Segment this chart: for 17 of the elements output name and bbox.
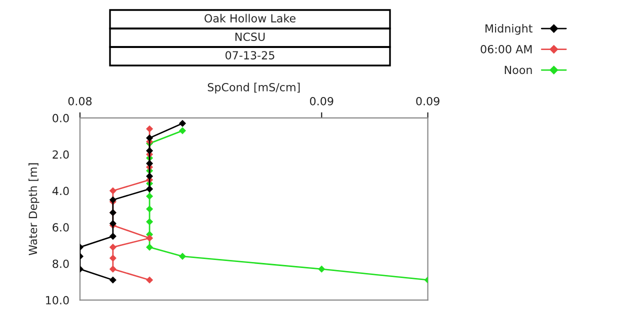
y-tick-label: 10.0	[46, 296, 69, 304]
y-axis-title: Water Depth [m]	[28, 163, 40, 256]
chart-subtitle: NCSU	[235, 32, 265, 41]
x-axis-title: SpCond [mS/cm]	[208, 82, 300, 94]
y-tick-label: 8.0	[52, 260, 69, 268]
x-tick-label: 0.08	[68, 96, 92, 106]
y-tick-label: 2.0	[52, 150, 69, 159]
y-tick-label: 4.0	[52, 186, 69, 196]
text: 07-13-25	[226, 51, 274, 60]
y-tick-label: 0.0	[52, 114, 69, 122]
legend-label: Noon	[504, 66, 532, 74]
x-tick-label: 0.09	[416, 96, 440, 106]
chart-title: Oak Hollow Lake	[204, 14, 296, 22]
y-tick-label: 6.0	[52, 223, 69, 232]
legend-label: 06:00 AM	[480, 44, 532, 54]
x-tick-label: 0.09	[310, 96, 334, 106]
legend-label: Midnight	[486, 24, 532, 35]
